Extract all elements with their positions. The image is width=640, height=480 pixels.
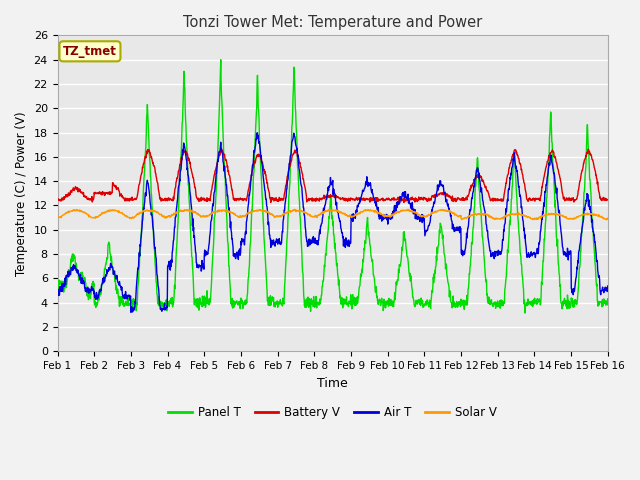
Text: TZ_tmet: TZ_tmet: [63, 45, 117, 58]
Panel T: [238, 300, 246, 306]
Air T: [127, 310, 135, 315]
Solar V: [291, 206, 298, 212]
Panel T: [490, 300, 498, 305]
Panel T: [54, 288, 61, 294]
Solar V: [490, 216, 498, 222]
Solar V: [237, 214, 245, 219]
Battery V: [237, 197, 245, 203]
Battery V: [584, 146, 592, 152]
Line: Battery V: Battery V: [58, 149, 607, 203]
Battery V: [54, 196, 61, 202]
Air T: [491, 254, 499, 260]
Battery V: [419, 195, 426, 201]
X-axis label: Time: Time: [317, 377, 348, 390]
Panel T: [217, 57, 225, 62]
Battery V: [604, 197, 611, 203]
Air T: [539, 210, 547, 216]
Solar V: [176, 208, 184, 214]
Legend: Panel T, Battery V, Air T, Solar V: Panel T, Battery V, Air T, Solar V: [164, 401, 502, 424]
Air T: [604, 283, 611, 289]
Battery V: [539, 181, 547, 187]
Solar V: [604, 216, 611, 221]
Line: Solar V: Solar V: [58, 209, 607, 219]
Panel T: [176, 179, 184, 185]
Air T: [253, 130, 261, 136]
Battery V: [400, 200, 408, 205]
Air T: [238, 236, 246, 241]
Solar V: [539, 213, 547, 219]
Solar V: [603, 216, 611, 222]
Title: Tonzi Tower Met: Temperature and Power: Tonzi Tower Met: Temperature and Power: [183, 15, 482, 30]
Air T: [54, 291, 61, 297]
Solar V: [163, 215, 170, 220]
Air T: [163, 303, 171, 309]
Panel T: [539, 258, 547, 264]
Panel T: [604, 296, 611, 301]
Panel T: [419, 300, 426, 306]
Battery V: [176, 162, 184, 168]
Line: Air T: Air T: [58, 133, 607, 312]
Battery V: [163, 197, 170, 203]
Y-axis label: Temperature (C) / Power (V): Temperature (C) / Power (V): [15, 111, 28, 276]
Air T: [177, 168, 184, 174]
Panel T: [521, 310, 529, 316]
Line: Panel T: Panel T: [58, 60, 607, 313]
Battery V: [490, 197, 498, 203]
Panel T: [163, 303, 170, 309]
Solar V: [419, 213, 426, 219]
Air T: [419, 212, 426, 218]
Solar V: [54, 214, 61, 220]
